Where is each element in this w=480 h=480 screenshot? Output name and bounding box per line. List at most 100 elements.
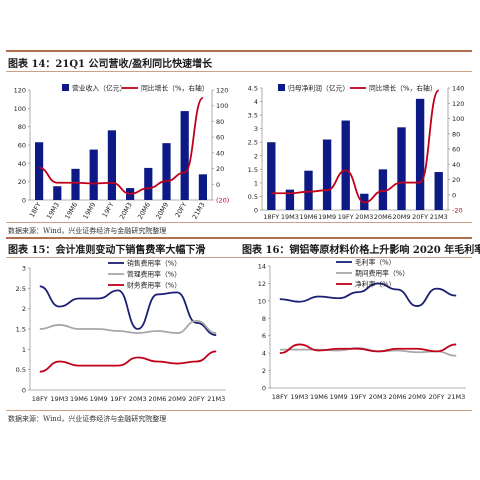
- profit-right-tick-label: 40: [452, 161, 460, 169]
- revenue-right-tick-label: 100: [216, 102, 228, 110]
- expense-category-label: 19M3: [50, 395, 68, 403]
- revenue-legend-bar-swatch: [62, 84, 69, 91]
- profit-bar: [267, 142, 276, 210]
- expense-y-tick-label: 3: [22, 265, 26, 273]
- figure14-title-rule: [6, 71, 472, 72]
- margin-y-tick-label: 8: [262, 315, 266, 323]
- margin-category-label: 21M3: [447, 393, 465, 401]
- margin-legend-label-1: 期间费用率（%）: [355, 269, 409, 278]
- revenue-bar: [144, 167, 153, 200]
- expense-category-label: 21M3: [207, 395, 225, 403]
- profit-legend-bar-label: 归母净利润（亿元）: [288, 84, 349, 93]
- profit-right-tick-label: 0: [452, 191, 456, 199]
- margin-series-line-1: [279, 347, 457, 357]
- revenue-legend-bar-label: 营业收入（亿元）: [72, 84, 126, 93]
- expense-series-line-2: [39, 350, 217, 373]
- profit-right-tick-label: 100: [452, 115, 464, 123]
- profit-category-label: 18FY: [263, 213, 279, 221]
- margin-y-tick-label: 14: [258, 263, 266, 271]
- expense-y-tick-label: 2: [22, 305, 26, 313]
- profit-right-tick-label: 80: [452, 130, 460, 138]
- profit-bar: [285, 189, 295, 210]
- revenue-right-tick-label: 120: [216, 87, 228, 95]
- profit-bar: [378, 169, 388, 210]
- revenue-left-tick-label: 0: [22, 197, 26, 205]
- expense-category-label: 19M6: [70, 395, 88, 403]
- figure15-source: 数据来源：Wind，兴业证券经济与金融研究院整理: [8, 415, 167, 423]
- profit-left-tick-label: 4: [254, 98, 258, 106]
- revenue-category-label: 20M9: [154, 201, 170, 221]
- expense-legend-label-0: 销售费用率（%）: [127, 259, 181, 268]
- expense-category-label: 18FY: [32, 395, 48, 403]
- profit-legend-bar-swatch: [278, 84, 285, 91]
- net-profit-chart: 0 0.5 1 1.5 2 2.5 3 3.5 4 4.5 -20 0 20 40 60 80 100 120 14…: [248, 84, 465, 222]
- margin-category-label: 19FY: [350, 393, 366, 401]
- profit-right-tick-label: 140: [452, 85, 464, 93]
- profit-category-label: 19M3: [281, 213, 299, 221]
- expense-series-line-0: [39, 285, 217, 336]
- figure15-bottom-rule: [6, 410, 472, 411]
- profit-left-tick-label: 1.5: [248, 166, 258, 174]
- margin-y-tick-label: 6: [262, 332, 266, 340]
- revenue-right-tick-label: 20: [216, 165, 224, 173]
- expense-y-tick-label: 2.5: [16, 285, 26, 293]
- profit-growth-line: [271, 89, 440, 204]
- expense-category-label: 19FY: [110, 395, 126, 403]
- revenue-bar: [35, 142, 44, 200]
- margin-category-label: 18FY: [272, 393, 288, 401]
- profit-category-label: 21M3: [430, 213, 448, 221]
- expense-y-tick-label: 0: [22, 387, 26, 395]
- revenue-category-label: 20M3: [118, 201, 134, 221]
- profit-left-tick-label: 3.5: [248, 112, 258, 120]
- profit-right-tick-label: -20: [452, 207, 463, 215]
- profit-right-tick-label: 20: [452, 176, 460, 184]
- margin-category-label: 19M6: [310, 393, 328, 401]
- revenue-category-label: 20FY: [174, 201, 189, 219]
- revenue-left-tick-label: 40: [18, 160, 26, 168]
- expense-category-label: 19M9: [90, 395, 108, 403]
- revenue-category-label: 20M6: [136, 201, 152, 221]
- margin-category-label: 20M3: [369, 393, 387, 401]
- profit-legend-line-label: 同比增长（%，右轴）: [369, 84, 437, 93]
- revenue-category-label: 19FY: [101, 201, 116, 219]
- margin-y-tick-label: 12: [258, 280, 266, 288]
- revenue-category-label: 19M9: [81, 201, 97, 221]
- expense-y-tick-label: 0.5: [16, 366, 26, 374]
- profit-category-label: 19M6: [299, 213, 317, 221]
- expense-legend-label-1: 管理费用率（%）: [127, 270, 181, 279]
- margin-category-label: 20FY: [429, 393, 445, 401]
- profit-right-tick-label: 60: [452, 146, 460, 154]
- profit-bar: [304, 170, 313, 210]
- revenue-bar: [53, 186, 62, 200]
- revenue-bar: [107, 130, 116, 200]
- revenue-right-tick-label: (20): [216, 197, 229, 205]
- margin-category-label: 19M9: [330, 393, 348, 401]
- profit-left-tick-label: 0: [254, 207, 258, 215]
- margin-legend-label-2: 净利率（%）: [355, 280, 395, 289]
- revenue-category-label: 19M3: [45, 201, 61, 221]
- revenue-left-tick-label: 20: [18, 178, 26, 186]
- revenue-left-tick-label: 120: [14, 87, 26, 95]
- margin-category-label: 20M6: [388, 393, 406, 401]
- profit-bar: [341, 120, 350, 210]
- profit-bar: [322, 139, 332, 210]
- figure14-bottom-rule: [6, 222, 472, 223]
- profit-category-label: 20M9: [392, 213, 410, 221]
- figure15-title-rule: [6, 257, 472, 258]
- profit-category-label: 20M3: [355, 213, 373, 221]
- profit-category-label: 19M9: [318, 213, 336, 221]
- revenue-bar: [180, 111, 189, 200]
- profit-right-tick-label: 120: [452, 100, 464, 108]
- profit-left-tick-label: 2.5: [248, 139, 258, 147]
- revenue-growth-line: [38, 96, 204, 195]
- profit-left-tick-label: 3: [254, 125, 258, 133]
- revenue-right-tick-label: 0: [216, 181, 220, 189]
- revenue-bar: [89, 149, 98, 200]
- profit-category-label: 19FY: [338, 213, 354, 221]
- profit-bar: [397, 127, 406, 210]
- revenue-category-label: 21M3: [191, 201, 207, 221]
- margin-y-tick-label: 2: [262, 367, 266, 375]
- figure15-title: 图表 15：会计准则变动下销售费率大幅下滑: [8, 245, 206, 256]
- expense-category-label: 20M6: [148, 395, 166, 403]
